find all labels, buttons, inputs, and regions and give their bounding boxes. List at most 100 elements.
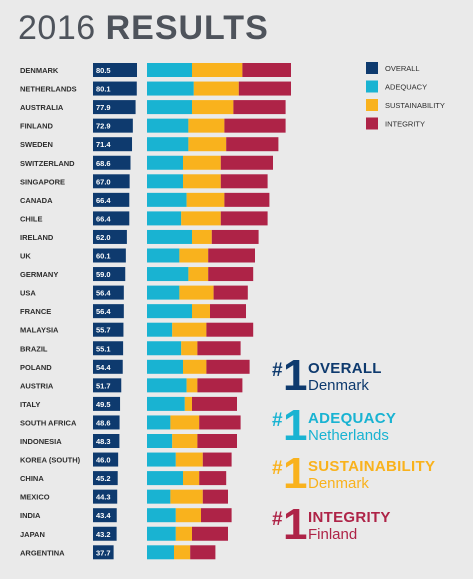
- country-row: BRAZIL 55.1: [20, 341, 241, 356]
- overall-bar: [93, 174, 130, 189]
- adequacy-bar: [147, 452, 176, 467]
- country-row: CHINA 45.2: [20, 471, 227, 486]
- sustainability-bar: [188, 137, 227, 152]
- country-label: KOREA (SOUTH): [20, 456, 81, 465]
- country-row: CANADA 66.4: [20, 192, 270, 207]
- integrity-bar: [220, 211, 268, 226]
- overall-bar: [93, 81, 137, 96]
- page-title: 2016 RESULTS: [18, 8, 269, 48]
- overall-bar: [93, 489, 118, 504]
- winner-integrity: #1 INTEGRITY Finland: [272, 503, 472, 551]
- sustainability-bar: [179, 285, 214, 300]
- sustainability-bar: [186, 378, 198, 393]
- sustainability-bar: [186, 192, 225, 207]
- country-label: ARGENTINA: [20, 548, 65, 557]
- legend-label: ADEQUACY: [385, 83, 427, 92]
- overall-value: 44.3: [96, 493, 111, 502]
- overall-bar: [93, 322, 124, 337]
- integrity-bar: [206, 322, 254, 337]
- winner-country: Finland: [308, 526, 358, 543]
- integrity-bar: [220, 174, 268, 189]
- country-row: NETHERLANDS 80.1: [20, 81, 291, 96]
- integrity-bar: [242, 63, 291, 77]
- adequacy-bar: [147, 118, 189, 133]
- overall-bar: [93, 118, 133, 133]
- country-row: SINGAPORE 67.0: [20, 174, 268, 189]
- legend-item-adequacy: ADEQUACY: [366, 80, 427, 93]
- overall-value: 37.7: [96, 548, 111, 557]
- sustainability-bar: [184, 396, 192, 411]
- rank-number: 1: [283, 500, 308, 549]
- integrity-bar: [199, 471, 227, 486]
- overall-value: 72.9: [96, 122, 111, 131]
- sustainability-bar: [175, 508, 201, 523]
- sustainability-bar: [193, 81, 239, 96]
- integrity-bar: [226, 137, 279, 152]
- overall-bar: [93, 378, 122, 393]
- overall-bar: [93, 211, 130, 226]
- overall-bar: [93, 229, 127, 244]
- overall-value: 48.3: [96, 437, 111, 446]
- sustainability-bar: [175, 452, 203, 467]
- adequacy-bar: [147, 341, 182, 356]
- sustainability-bar: [170, 415, 200, 430]
- integrity-bar: [224, 192, 270, 207]
- overall-value: 67.0: [96, 177, 111, 186]
- country-label: FINLAND: [20, 122, 53, 131]
- sustainability-bar: [179, 248, 209, 263]
- overall-bar: [93, 396, 121, 411]
- overall-bar: [93, 434, 120, 448]
- overall-value: 55.7: [96, 326, 111, 335]
- country-label: FRANCE: [20, 307, 51, 316]
- country-label: NETHERLANDS: [20, 85, 77, 94]
- integrity-bar: [202, 489, 228, 504]
- overall-bar: [93, 267, 126, 282]
- rank-hash: #: [272, 458, 283, 479]
- winner-country: Netherlands: [308, 427, 389, 444]
- country-label: AUSTRIA: [20, 381, 54, 390]
- integrity-bar: [238, 81, 291, 96]
- sustainability-bar: [181, 211, 221, 226]
- sustainability-bar: [188, 118, 225, 133]
- adequacy-bar: [147, 63, 192, 77]
- country-row: GERMANY 59.0: [20, 267, 254, 282]
- winner-category: OVERALL: [308, 360, 382, 377]
- integrity-bar: [199, 415, 241, 430]
- legend-swatch: [366, 99, 378, 111]
- integrity-bar: [233, 100, 286, 115]
- country-label: SINGAPORE: [20, 177, 65, 186]
- country-row: AUSTRIA 51.7: [20, 378, 243, 393]
- winner-overall: #1 OVERALL Denmark: [272, 354, 472, 402]
- integrity-bar: [213, 285, 248, 300]
- integrity-bar: [192, 526, 228, 541]
- overall-value: 66.4: [96, 196, 111, 205]
- country-row: UK 60.1: [20, 248, 255, 263]
- legend-label: INTEGRITY: [385, 120, 425, 129]
- country-label: MALAYSIA: [20, 326, 59, 335]
- overall-value: 80.1: [96, 85, 111, 94]
- adequacy-bar: [147, 81, 194, 96]
- sustainability-bar: [172, 434, 198, 448]
- rank-number: 1: [283, 401, 308, 450]
- country-row: SOUTH AFRICA 48.6: [20, 415, 241, 430]
- country-label: UK: [20, 252, 31, 261]
- integrity-bar: [220, 155, 273, 170]
- country-row: ARGENTINA 37.7: [20, 545, 216, 560]
- country-label: SOUTH AFRICA: [20, 418, 77, 427]
- sustainability-bar: [183, 359, 207, 374]
- rank-number: 1: [283, 449, 308, 498]
- overall-bar: [93, 341, 124, 356]
- country-row: FRANCE 56.4: [20, 304, 246, 319]
- country-label: JAPAN: [20, 530, 45, 539]
- overall-value: 62.0: [96, 233, 111, 242]
- adequacy-bar: [147, 248, 180, 263]
- winner-category: SUSTAINABILITY: [308, 458, 436, 475]
- country-label: MEXICO: [20, 493, 50, 502]
- integrity-bar: [201, 508, 232, 523]
- adequacy-bar: [147, 378, 187, 393]
- overall-value: 66.4: [96, 214, 111, 223]
- overall-value: 43.4: [96, 511, 111, 520]
- country-row: MALAYSIA 55.7: [20, 322, 254, 337]
- adequacy-bar: [147, 415, 171, 430]
- overall-bar: [93, 155, 131, 170]
